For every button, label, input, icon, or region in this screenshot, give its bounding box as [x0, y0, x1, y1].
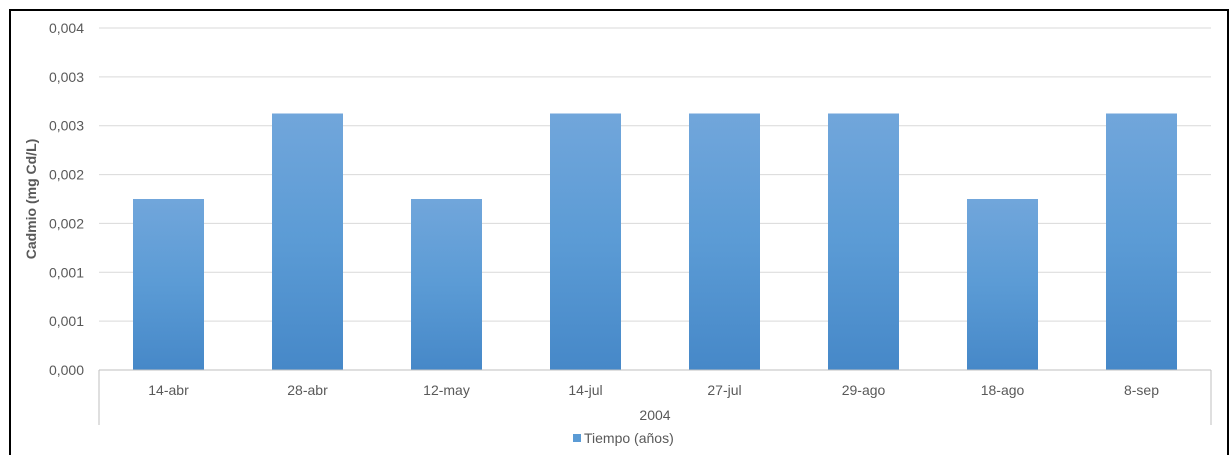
legend-label: Tiempo (años) [584, 430, 674, 446]
x-tick-label: 8-sep [1124, 382, 1159, 398]
bars [133, 113, 1177, 370]
bar-14-abr [133, 199, 204, 370]
y-tick-label: 0,003 [49, 118, 84, 134]
x-tick-label: 14-abr [148, 382, 189, 398]
bar-27-jul [689, 113, 760, 370]
x-tick-label: 28-abr [287, 382, 328, 398]
y-axis-label: Cadmio (mg Cd/L) [23, 139, 39, 260]
bar-8-sep [1106, 113, 1177, 370]
y-tick-label: 0,002 [49, 215, 84, 231]
y-tick-label: 0,002 [49, 167, 84, 183]
y-tick-label: 0,004 [49, 20, 84, 36]
legend: Tiempo (años) [573, 430, 674, 446]
bar-18-ago [967, 199, 1038, 370]
bar-29-ago [828, 113, 899, 370]
y-tick-label: 0,003 [49, 69, 84, 85]
bar-14-jul [550, 113, 621, 370]
y-axis-ticks: 0,000 0,001 0,001 0,002 0,002 0,003 0,003 0,004 [49, 20, 84, 378]
x-axis: 14-abr 28-abr 12-may 14-jul 27-jul 29-ago 18-a… [98, 369, 1212, 425]
gridlines [99, 27, 1211, 322]
bar-28-abr [272, 113, 343, 370]
x-tick-label: 14-jul [568, 382, 602, 398]
y-tick-label: 0,000 [49, 362, 84, 378]
x-tick-label: 18-ago [981, 382, 1025, 398]
y-tick-label: 0,001 [49, 264, 84, 280]
x-tick-label: 29-ago [842, 382, 886, 398]
legend-swatch [573, 434, 581, 442]
x-tick-label: 27-jul [707, 382, 741, 398]
bar-12-may [411, 199, 482, 370]
x-axis-group-label: 2004 [639, 407, 670, 423]
x-tick-label: 12-may [423, 382, 470, 398]
y-tick-label: 0,001 [49, 313, 84, 329]
